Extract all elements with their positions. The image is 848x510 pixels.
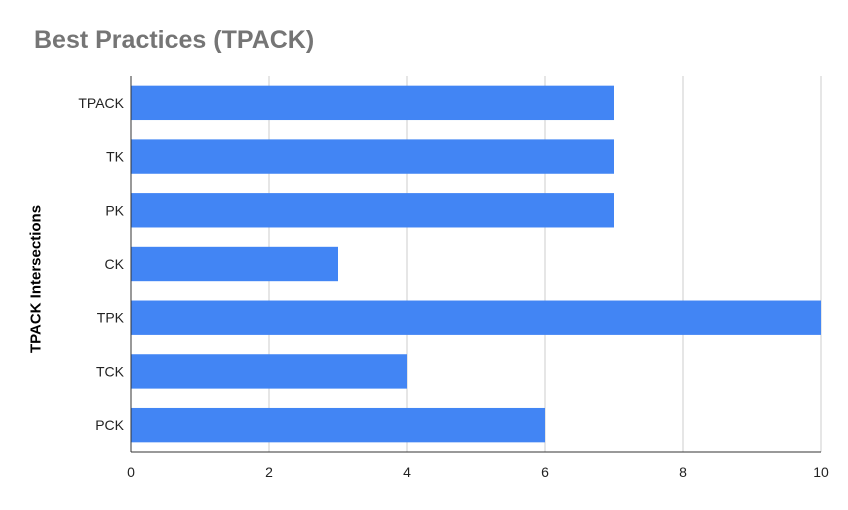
axes [130,76,821,453]
x-tick-label: 8 [679,464,687,480]
x-tick-label: 0 [127,464,135,480]
tick-labels: 0 2 4 6 8 10 TPACK TK PK CK TPK TCK PCK [78,95,829,480]
x-tick-label: 6 [541,464,549,480]
y-tick-label: TPACK [78,95,124,111]
bar-tpack [131,85,614,121]
bar-tk [131,139,614,174]
bar-pk [131,193,614,228]
y-tick-label: CK [105,256,125,272]
y-tick-label: PK [105,202,124,218]
bar-ck [131,246,338,282]
gridlines [268,76,822,452]
y-tick-label: TK [106,149,125,165]
y-tick-label: TCK [96,363,125,379]
bars [131,85,821,443]
x-tick-label: 10 [813,464,829,480]
y-tick-label: TPK [97,310,125,326]
bar-pck [131,407,545,443]
y-tick-label: PCK [95,417,124,433]
bar-tck [131,354,407,389]
bar-tpk [131,300,821,335]
x-tick-label: 4 [403,464,411,480]
chart-title: Best Practices (TPACK) [34,26,315,54]
x-tick-label: 2 [265,464,273,480]
